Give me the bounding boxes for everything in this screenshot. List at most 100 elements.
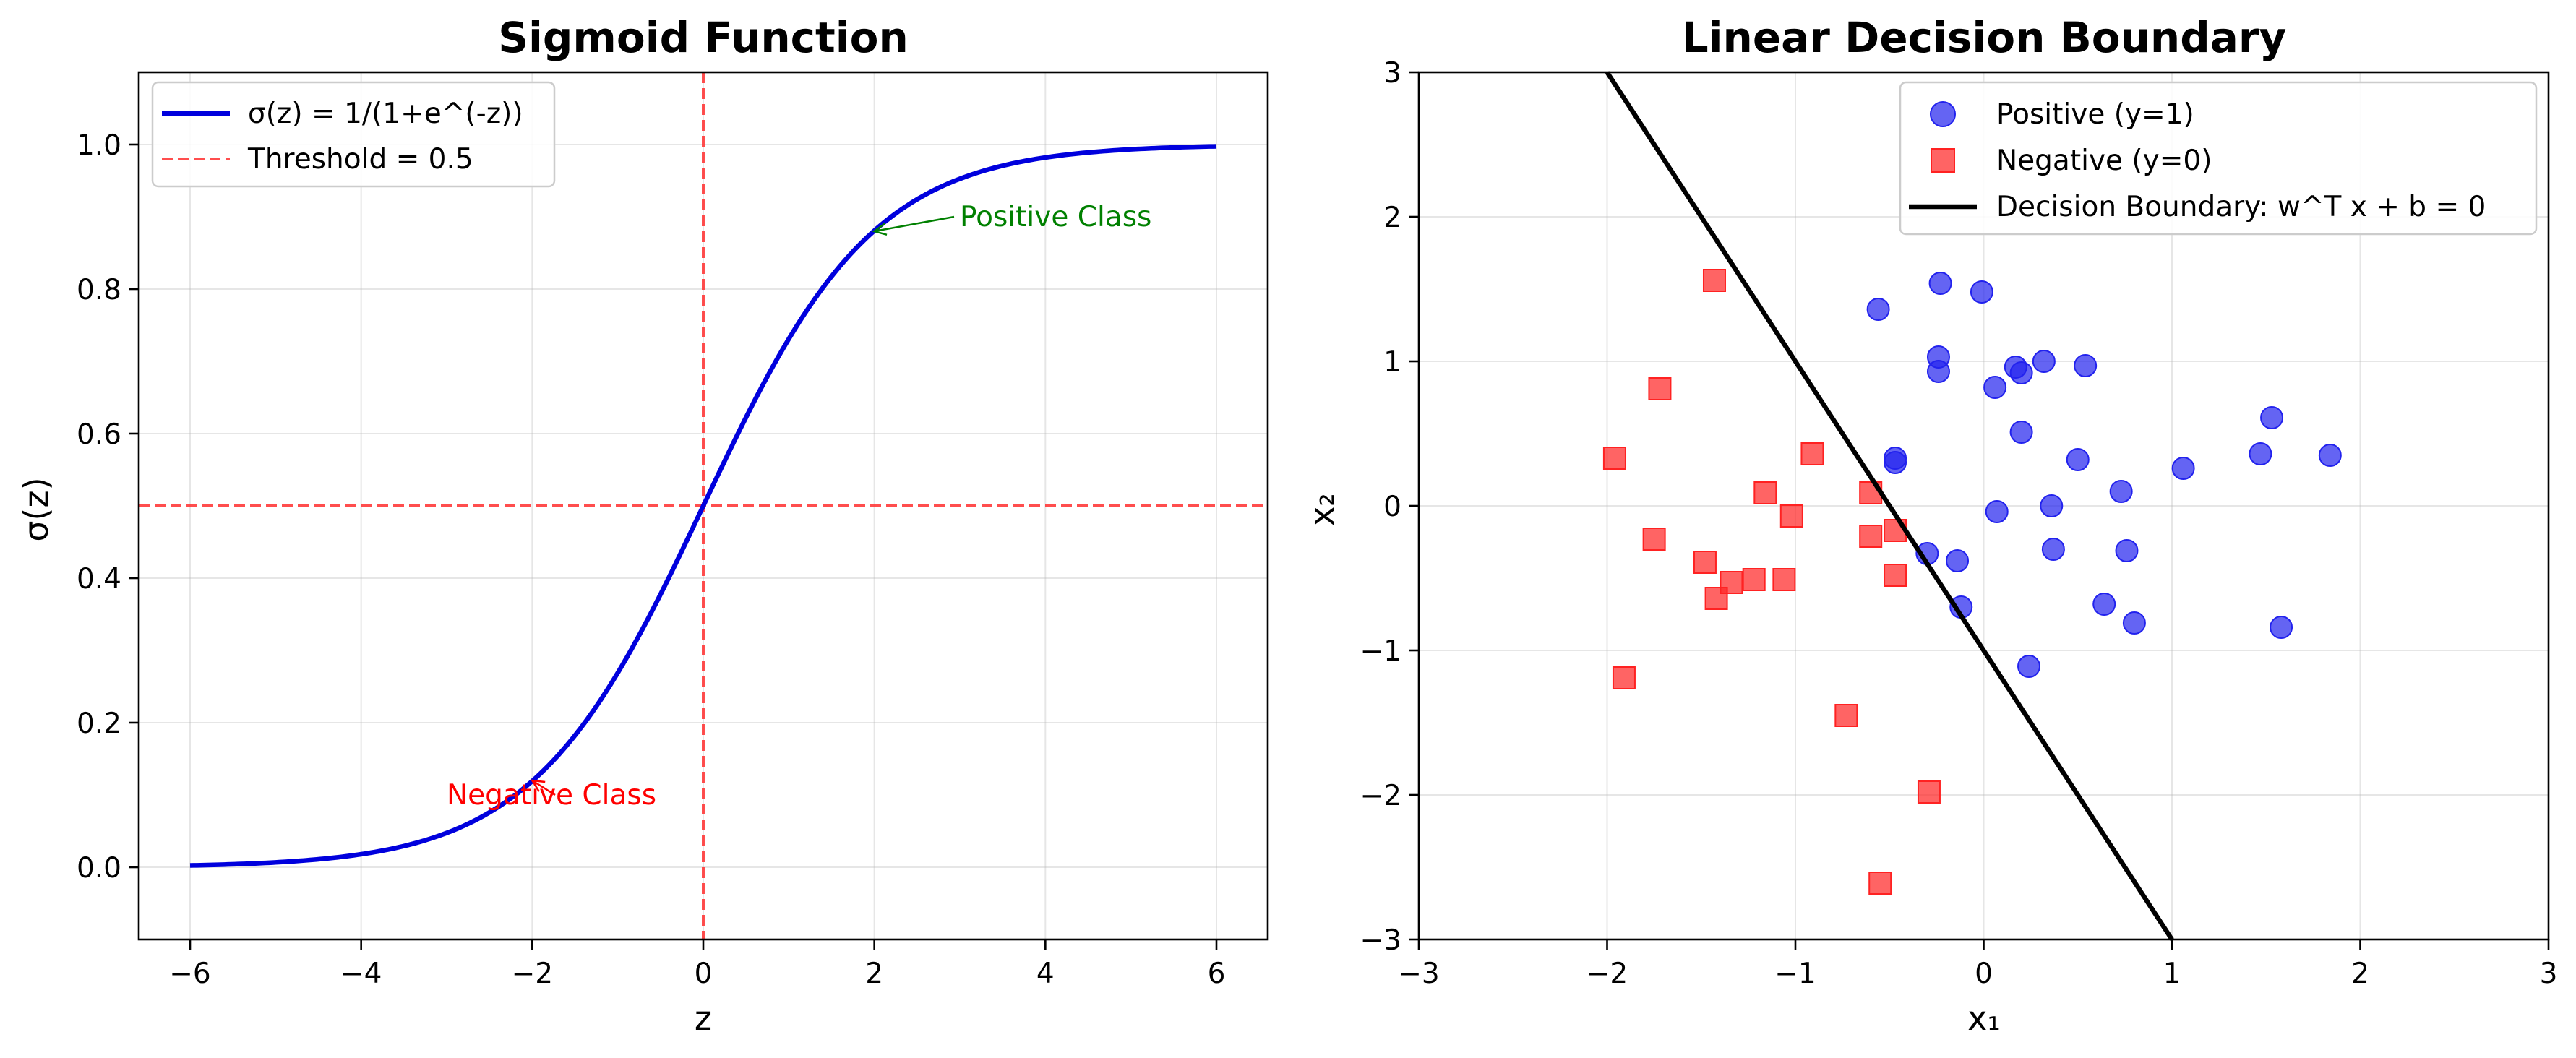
x-tick-label: 2 bbox=[865, 958, 883, 990]
negative-point bbox=[1834, 704, 1858, 727]
sigmoid-legend: σ(z) = 1/(1+e^(-z)) Threshold = 0.5 bbox=[151, 81, 556, 188]
decision-y-ticks: −3 −2 −1 0 1 2 3 bbox=[1360, 57, 1419, 957]
negative-point bbox=[1612, 666, 1636, 689]
negative-point bbox=[1753, 481, 1777, 504]
sigmoid-curve bbox=[189, 144, 1217, 868]
positive-point bbox=[2249, 442, 2272, 465]
negative-point bbox=[1772, 568, 1796, 591]
positive-class-arrowhead bbox=[872, 223, 888, 236]
x-tick-label: 2 bbox=[2351, 958, 2369, 990]
decision-legend-positive-label: Positive (y=1) bbox=[1996, 98, 2194, 131]
x-tick-label: 6 bbox=[1208, 958, 1226, 990]
x-tick-label: 1 bbox=[2163, 958, 2181, 990]
y-tick-label: 0.2 bbox=[77, 708, 121, 740]
positive-point bbox=[1884, 451, 1907, 474]
y-tick-label: 3 bbox=[1383, 57, 1401, 90]
positive-point bbox=[1928, 272, 1952, 295]
y-tick-label: 1 bbox=[1383, 346, 1401, 379]
y-tick-label: 0.6 bbox=[77, 418, 121, 451]
sigmoid-y-axis-label: σ(z) bbox=[17, 477, 56, 541]
positive-point bbox=[1970, 280, 1993, 304]
x-tick-label: −6 bbox=[169, 958, 211, 990]
decision-boundary-line bbox=[1605, 71, 2174, 941]
x-tick-label: −3 bbox=[1398, 958, 1440, 990]
y-tick-label: 0 bbox=[1383, 491, 1401, 523]
decision-boundary-panel: Linear Decision Boundary −3 −2 −1 0 1 2 3 −3 −2… bbox=[1302, 13, 2557, 1038]
positive-point bbox=[2017, 655, 2041, 678]
decision-legend-negative-label: Negative (y=0) bbox=[1996, 145, 2212, 177]
positive-point bbox=[1985, 500, 2009, 523]
decision-legend-positive-swatch bbox=[1930, 101, 1956, 127]
sigmoid-panel: Sigmoid Function Positive Class Negative… bbox=[17, 13, 1269, 1038]
negative-point bbox=[1642, 528, 1666, 551]
negative-point bbox=[1602, 447, 1626, 470]
negative-point bbox=[1859, 525, 1883, 548]
decision-legend-boundary-label: Decision Boundary: w^T x + b = 0 bbox=[1996, 191, 2486, 223]
positive-point bbox=[2270, 616, 2293, 639]
negative-point bbox=[1648, 377, 1672, 400]
positive-point bbox=[2122, 611, 2146, 635]
sigmoid-y-ticks: 0.0 0.2 0.4 0.6 0.8 1.0 bbox=[77, 129, 139, 885]
negative-point bbox=[1868, 872, 1892, 895]
y-tick-label: 1.0 bbox=[77, 129, 121, 162]
decision-legend-negative-swatch bbox=[1931, 148, 1955, 173]
positive-point bbox=[2260, 406, 2284, 429]
positive-class-label: Positive Class bbox=[960, 201, 1151, 233]
negative-class-label: Negative Class bbox=[447, 779, 656, 812]
positive-point bbox=[1983, 376, 2007, 399]
positive-point bbox=[2041, 538, 2065, 561]
x-tick-label: −2 bbox=[512, 958, 554, 990]
y-tick-label: 0.8 bbox=[77, 274, 121, 306]
y-tick-label: 0.0 bbox=[77, 852, 121, 885]
positive-point bbox=[2109, 480, 2133, 503]
positive-class-arrow bbox=[874, 215, 955, 233]
positive-point bbox=[2092, 593, 2116, 616]
positive-point bbox=[2009, 361, 2033, 384]
x-tick-label: 0 bbox=[1975, 958, 1993, 990]
positive-point bbox=[2074, 354, 2098, 377]
decision-x-axis-label: x₁ bbox=[1967, 999, 2001, 1038]
sigmoid-legend-threshold-label: Threshold = 0.5 bbox=[247, 143, 473, 176]
decision-boundary-chart-title: Linear Decision Boundary bbox=[1682, 13, 2287, 62]
x-tick-label: 0 bbox=[695, 958, 713, 990]
x-tick-label: −1 bbox=[1774, 958, 1816, 990]
negative-point bbox=[1702, 269, 1726, 292]
negative-point bbox=[1779, 504, 1803, 528]
positive-point bbox=[2009, 421, 2033, 444]
decision-y-axis-label: x₂ bbox=[1302, 493, 1341, 526]
negative-class-arrow bbox=[531, 779, 556, 796]
positive-point bbox=[1866, 298, 1890, 321]
positive-point bbox=[2115, 539, 2139, 562]
sigmoid-x-ticks: −6 −4 −2 0 2 4 6 bbox=[169, 939, 1225, 990]
sigmoid-legend-box bbox=[151, 81, 556, 188]
negative-point bbox=[1742, 568, 1766, 591]
x-tick-label: 3 bbox=[2540, 958, 2558, 990]
positive-point bbox=[2318, 444, 2342, 467]
negative-point bbox=[1693, 551, 1717, 574]
negative-point bbox=[1884, 564, 1907, 587]
sigmoid-chart-title: Sigmoid Function bbox=[498, 13, 908, 62]
sigmoid-x-axis-label: z bbox=[695, 999, 712, 1038]
positive-point bbox=[1946, 549, 1970, 572]
positive-point bbox=[2171, 457, 2195, 480]
x-tick-label: −4 bbox=[340, 958, 382, 990]
decision-x-ticks: −3 −2 −1 0 1 2 3 bbox=[1398, 939, 2557, 990]
sigmoid-legend-curve-label: σ(z) = 1/(1+e^(-z)) bbox=[248, 98, 523, 130]
positive-point bbox=[1926, 360, 1950, 383]
decision-legend: Positive (y=1) Negative (y=0) Decision B… bbox=[1899, 81, 2538, 236]
decision-scatter-points bbox=[1602, 269, 2342, 895]
y-tick-label: 2 bbox=[1383, 202, 1401, 234]
negative-point bbox=[1704, 587, 1728, 610]
x-tick-label: −2 bbox=[1587, 958, 1628, 990]
sigmoid-annotations: Positive Class Negative Class bbox=[447, 201, 1151, 812]
x-tick-label: 4 bbox=[1036, 958, 1055, 990]
negative-class-arrowhead bbox=[530, 779, 546, 792]
negative-point bbox=[1917, 780, 1941, 804]
decision-legend-box bbox=[1899, 81, 2538, 236]
positive-point bbox=[2040, 494, 2064, 517]
y-tick-label: −1 bbox=[1360, 635, 1402, 668]
y-tick-label: −3 bbox=[1360, 924, 1402, 957]
positive-point bbox=[2032, 350, 2056, 373]
negative-point bbox=[1800, 442, 1824, 465]
